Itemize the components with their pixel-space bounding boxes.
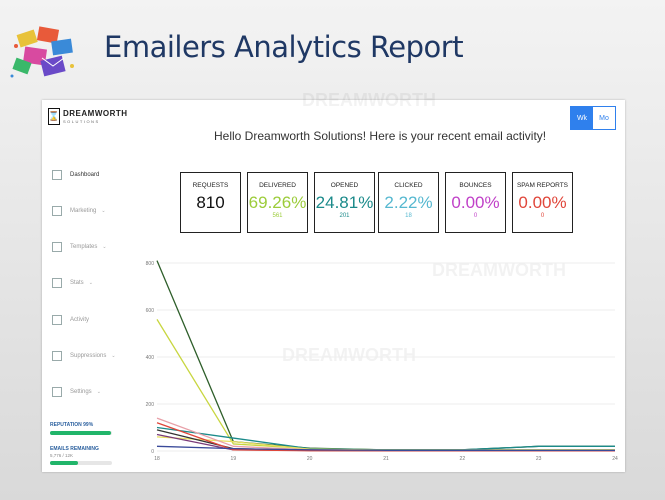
stat-label: BOUNCES <box>459 182 492 189</box>
sidebar-item-label: Settings <box>70 389 92 395</box>
dashboard-screenshot: DREAMWORTH DREAMWORTH DREAMWORTH ⌛ DREAM… <box>42 90 625 472</box>
sidebar-item-dashboard[interactable]: Dashboard <box>52 170 99 180</box>
series-line-0 <box>156 260 615 451</box>
x-tick-label: 22 <box>460 456 466 462</box>
stat-label: OPENED <box>330 182 359 189</box>
reputation-label: REPUTATION 99% <box>50 422 94 428</box>
stat-box-spam-reports[interactable]: SPAM REPORTS 0.00% 0 <box>512 172 573 233</box>
emails-remaining-count: 5,776 / 12K <box>50 453 74 458</box>
chevron-down-icon: ⌄ <box>88 280 93 286</box>
series-line-8 <box>156 445 615 451</box>
stat-box-requests[interactable]: REQUESTS 810 <box>180 172 241 233</box>
megaphone-icon <box>52 206 62 216</box>
dashboard-icon <box>52 170 62 180</box>
chevron-down-icon: ⌄ <box>111 353 116 359</box>
stat-sub: 18 <box>405 213 412 219</box>
stat-label: DELIVERED <box>259 182 296 189</box>
greeting-text: Hello Dreamworth Solutions! Here is your… <box>214 129 547 143</box>
stat-box-delivered[interactable]: DELIVERED 69.26% 561 <box>247 172 308 233</box>
stat-value: 69.26% <box>248 193 307 212</box>
stat-value: 0.00% <box>451 193 500 212</box>
settings-icon <box>52 387 62 397</box>
stats-icon <box>52 278 62 288</box>
stat-sub: 0 <box>473 213 478 219</box>
week-button[interactable]: Wk <box>571 107 593 129</box>
emails-remaining-bar-fill <box>50 461 78 465</box>
stat-label: CLICKED <box>394 182 423 189</box>
emails-remaining-label: EMAILS REMAINING <box>50 446 99 452</box>
stat-value: 2.22% <box>384 193 433 212</box>
sidebar-item-settings[interactable]: Settings ⌄ <box>52 387 101 397</box>
chevron-down-icon: ⌄ <box>101 208 106 214</box>
activity-line-chart: 0 200 400 600 800 18 19 20 21 22 23 24 <box>146 260 618 462</box>
y-tick-label: 200 <box>146 402 155 408</box>
x-tick-label: 20 <box>307 456 313 462</box>
y-tick-label: 800 <box>146 261 155 267</box>
x-tick-label: 21 <box>383 456 389 462</box>
series-line-1 <box>156 319 615 451</box>
suppressions-icon <box>52 351 62 361</box>
sidebar-item-activity[interactable]: Activity <box>52 315 89 325</box>
y-tick-label: 600 <box>146 308 155 314</box>
sidebar-item-label: Suppressions <box>70 353 107 359</box>
sidebar-item-templates[interactable]: Templates ⌄ <box>52 242 107 252</box>
sidebar-item-label: Dashboard <box>70 172 100 178</box>
sidebar-item-suppressions[interactable]: Suppressions ⌄ <box>52 351 116 361</box>
emails-remaining-bar <box>50 461 112 465</box>
reputation-bar <box>50 431 112 435</box>
stat-label: SPAM REPORTS <box>516 182 569 189</box>
y-tick-label: 0 <box>151 449 154 455</box>
logo-subtitle: SOLUTIONS <box>63 119 100 124</box>
sidebar-item-label: Templates <box>70 244 98 250</box>
sidebar-item-label: Stats <box>70 280 84 286</box>
templates-icon <box>52 242 62 252</box>
stat-box-bounces[interactable]: BOUNCES 0.00% 0 <box>445 172 506 233</box>
stat-box-opened[interactable]: OPENED 24.81% 201 <box>314 172 375 233</box>
x-tick-label: 23 <box>536 456 542 462</box>
sidebar-item-label: Marketing <box>70 208 97 214</box>
envelopes-icon <box>10 26 74 78</box>
slide-title: Emailers Analytics Report <box>104 30 464 64</box>
stat-value: 0.00% <box>518 193 567 212</box>
sidebar-item-stats[interactable]: Stats ⌄ <box>52 278 93 288</box>
period-toggle: Wk Mo <box>570 106 616 130</box>
chevron-down-icon: ⌄ <box>96 389 101 395</box>
x-tick-label: 18 <box>154 456 160 462</box>
x-tick-label: 24 <box>612 456 618 462</box>
stat-sub: 0 <box>540 213 545 219</box>
stat-value: 810 <box>196 193 225 212</box>
y-tick-label: 400 <box>146 355 155 361</box>
sidebar-item-label: Activity <box>70 317 90 323</box>
reputation-bar-fill <box>50 431 112 435</box>
watermark: DREAMWORTH <box>302 90 436 110</box>
stat-sub: 561 <box>272 213 283 219</box>
x-tick-label: 19 <box>231 456 237 462</box>
stat-label: REQUESTS <box>192 182 229 189</box>
hourglass-icon: ⌛ <box>48 108 60 125</box>
logo[interactable]: ⌛ DREAMWORTH SOLUTIONS <box>48 108 128 125</box>
logo-name: DREAMWORTH <box>63 109 128 118</box>
stat-box-clicked[interactable]: CLICKED 2.22% 18 <box>378 172 439 233</box>
stat-value: 24.81% <box>315 193 374 212</box>
stat-sub: 201 <box>339 213 350 219</box>
activity-icon <box>52 315 62 325</box>
chevron-down-icon: ⌄ <box>102 244 107 250</box>
sidebar-item-marketing[interactable]: Marketing ⌄ <box>52 206 106 216</box>
month-button[interactable]: Mo <box>593 107 615 129</box>
